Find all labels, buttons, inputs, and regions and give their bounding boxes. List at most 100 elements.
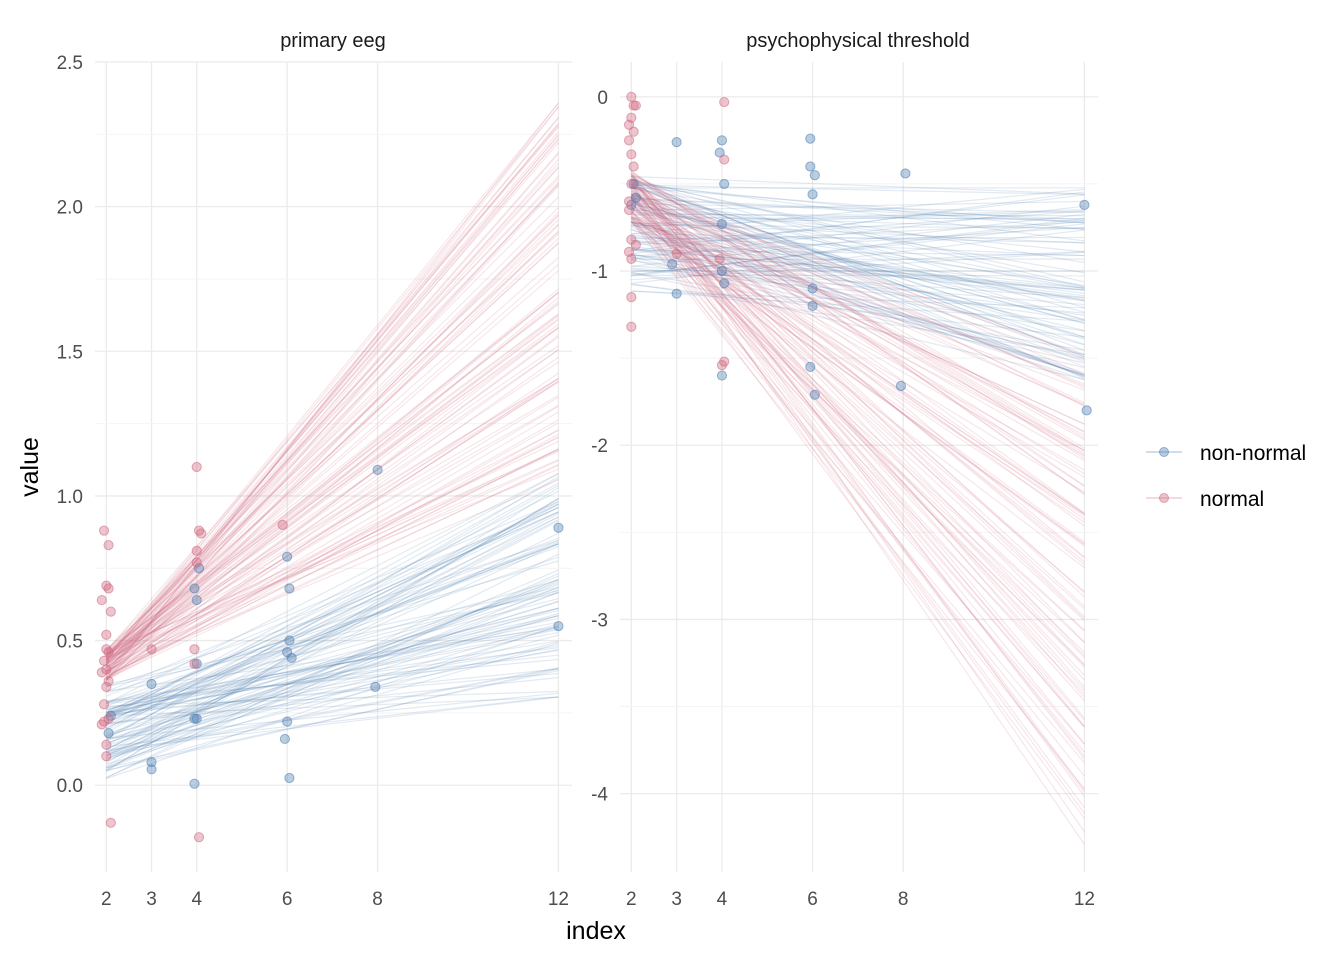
point-non-normal — [1079, 199, 1090, 210]
fit-line-non-normal — [631, 221, 1085, 301]
fit-line-normal — [105, 181, 559, 672]
fit-line-normal — [105, 381, 559, 673]
fit-line-normal — [106, 429, 559, 661]
point-non-normal — [716, 218, 728, 230]
fit-line-non-normal — [106, 621, 559, 710]
x-tick-label: 12 — [1074, 889, 1095, 910]
fit-line-normal — [105, 242, 559, 662]
y-tick-label: -2 — [591, 436, 608, 457]
fit-line-non-normal — [631, 259, 1085, 332]
fit-line-normal — [106, 429, 559, 682]
fit-line-non-normal — [106, 578, 559, 756]
fit-line-normal — [105, 270, 559, 663]
fit-line-non-normal — [631, 246, 1085, 361]
fit-line-normal — [106, 433, 559, 676]
fit-line-non-normal — [631, 213, 1085, 217]
point-non-normal — [191, 594, 202, 606]
fit-line-non-normal — [106, 511, 559, 713]
fit-line-normal — [105, 348, 559, 664]
fit-line-normal — [630, 175, 1085, 618]
fit-line-non-normal — [631, 179, 1085, 358]
point-non-normal — [284, 583, 295, 594]
fit-line-normal — [631, 185, 1085, 404]
fit-line-normal — [630, 221, 1085, 643]
fit-line-normal — [630, 187, 1085, 666]
legend-label-normal: normal — [1200, 488, 1264, 511]
fit-line-normal — [631, 190, 1085, 368]
y-tick-label: 2.0 — [57, 198, 83, 219]
fit-line-normal — [105, 380, 559, 661]
fit-line-normal — [631, 175, 1085, 449]
fit-line-non-normal — [106, 511, 559, 713]
x-axis-title: index — [566, 917, 626, 945]
fit-line-non-normal — [106, 598, 559, 716]
fit-line-normal — [630, 205, 1085, 668]
fit-line-non-normal — [106, 503, 559, 716]
fit-line-non-normal — [631, 224, 1085, 229]
fit-line-non-normal — [106, 672, 559, 714]
fit-line-non-normal — [106, 539, 559, 688]
fit-line-non-normal — [631, 179, 1085, 283]
fit-line-normal — [105, 135, 559, 662]
fit-line-non-normal — [106, 617, 559, 713]
x-tick-label: 2 — [626, 889, 637, 910]
fit-line-normal — [631, 173, 1085, 407]
fit-line-normal — [630, 193, 1085, 721]
y-tick-label: 1.0 — [57, 487, 83, 508]
panel-psychophysical-threshold-points — [623, 91, 1092, 416]
fit-line-normal — [105, 178, 559, 651]
fit-line-non-normal — [106, 579, 559, 753]
fit-line-normal — [105, 116, 559, 673]
fit-line-non-normal — [106, 586, 559, 768]
fit-line-non-normal — [106, 560, 559, 694]
point-normal — [628, 126, 639, 137]
point-normal — [628, 100, 639, 111]
fit-line-non-normal — [106, 640, 559, 714]
fit-line-non-normal — [106, 667, 559, 755]
fit-line-non-normal — [106, 579, 559, 711]
fit-line-normal — [630, 193, 1085, 527]
fit-line-non-normal — [631, 221, 1085, 346]
fit-line-normal — [631, 182, 1085, 389]
point-normal — [105, 606, 116, 617]
panel-primary-eeg-lines — [105, 102, 559, 780]
fit-line-non-normal — [106, 623, 559, 757]
fit-line-normal — [630, 173, 1085, 688]
fit-line-non-normal — [631, 202, 1085, 321]
fit-line-normal — [630, 221, 1085, 764]
x-tick-label: 2 — [101, 889, 112, 910]
fit-line-non-normal — [631, 175, 1085, 195]
fit-line-non-normal — [631, 259, 1085, 369]
fit-line-non-normal — [631, 179, 1085, 309]
fit-line-normal — [631, 212, 1085, 471]
point-non-normal — [146, 756, 157, 768]
fit-line-normal — [631, 192, 1085, 457]
fit-line-normal — [105, 372, 559, 679]
fit-line-non-normal — [631, 202, 1085, 214]
fit-line-normal — [631, 186, 1085, 441]
point-non-normal — [716, 265, 728, 277]
point-normal — [98, 699, 110, 710]
fit-line-normal — [630, 190, 1085, 563]
point-normal — [189, 644, 200, 655]
legend-item-non-normal: non-normal — [1146, 442, 1306, 465]
fit-line-non-normal — [106, 543, 559, 719]
fit-line-non-normal — [106, 642, 559, 772]
fit-line-normal — [105, 237, 559, 666]
point-normal — [626, 292, 637, 303]
fit-line-non-normal — [106, 482, 559, 734]
fit-line-normal — [631, 218, 1085, 391]
fit-line-normal — [105, 263, 559, 663]
fit-line-normal — [105, 153, 559, 672]
point-normal — [630, 239, 641, 251]
fit-line-non-normal — [106, 569, 559, 762]
fit-line-normal — [105, 134, 559, 675]
fit-line-normal — [630, 220, 1085, 517]
fit-line-normal — [105, 257, 559, 656]
fit-line-non-normal — [106, 615, 559, 711]
fit-line-normal — [630, 183, 1085, 845]
fit-line-normal — [630, 197, 1085, 515]
fit-line-normal — [631, 194, 1085, 387]
fit-line-non-normal — [631, 239, 1085, 297]
fit-line-normal — [630, 180, 1085, 656]
